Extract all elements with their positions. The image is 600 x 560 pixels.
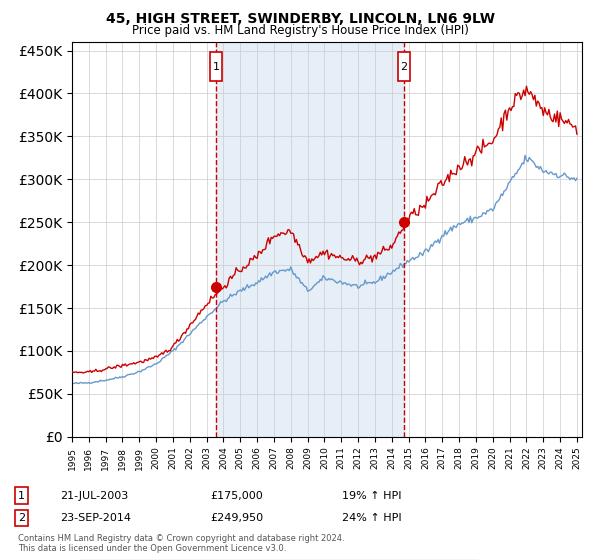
Text: 23-SEP-2014: 23-SEP-2014 [60, 513, 131, 523]
Text: 24% ↑ HPI: 24% ↑ HPI [342, 513, 401, 523]
Text: 21-JUL-2003: 21-JUL-2003 [60, 491, 128, 501]
Text: 1: 1 [212, 62, 220, 72]
Text: 1: 1 [18, 491, 25, 501]
Text: £175,000: £175,000 [210, 491, 263, 501]
Text: Contains HM Land Registry data © Crown copyright and database right 2024.
This d: Contains HM Land Registry data © Crown c… [18, 534, 344, 553]
FancyBboxPatch shape [211, 52, 221, 82]
Bar [216, 42, 404, 437]
Text: 19% ↑ HPI: 19% ↑ HPI [342, 491, 401, 501]
FancyBboxPatch shape [398, 52, 410, 82]
Text: £249,950: £249,950 [210, 513, 263, 523]
Text: Price paid vs. HM Land Registry's House Price Index (HPI): Price paid vs. HM Land Registry's House … [131, 24, 469, 37]
Text: 2: 2 [18, 513, 25, 523]
Text: 2: 2 [401, 62, 407, 72]
Text: 45, HIGH STREET, SWINDERBY, LINCOLN, LN6 9LW: 45, HIGH STREET, SWINDERBY, LINCOLN, LN6… [106, 12, 494, 26]
